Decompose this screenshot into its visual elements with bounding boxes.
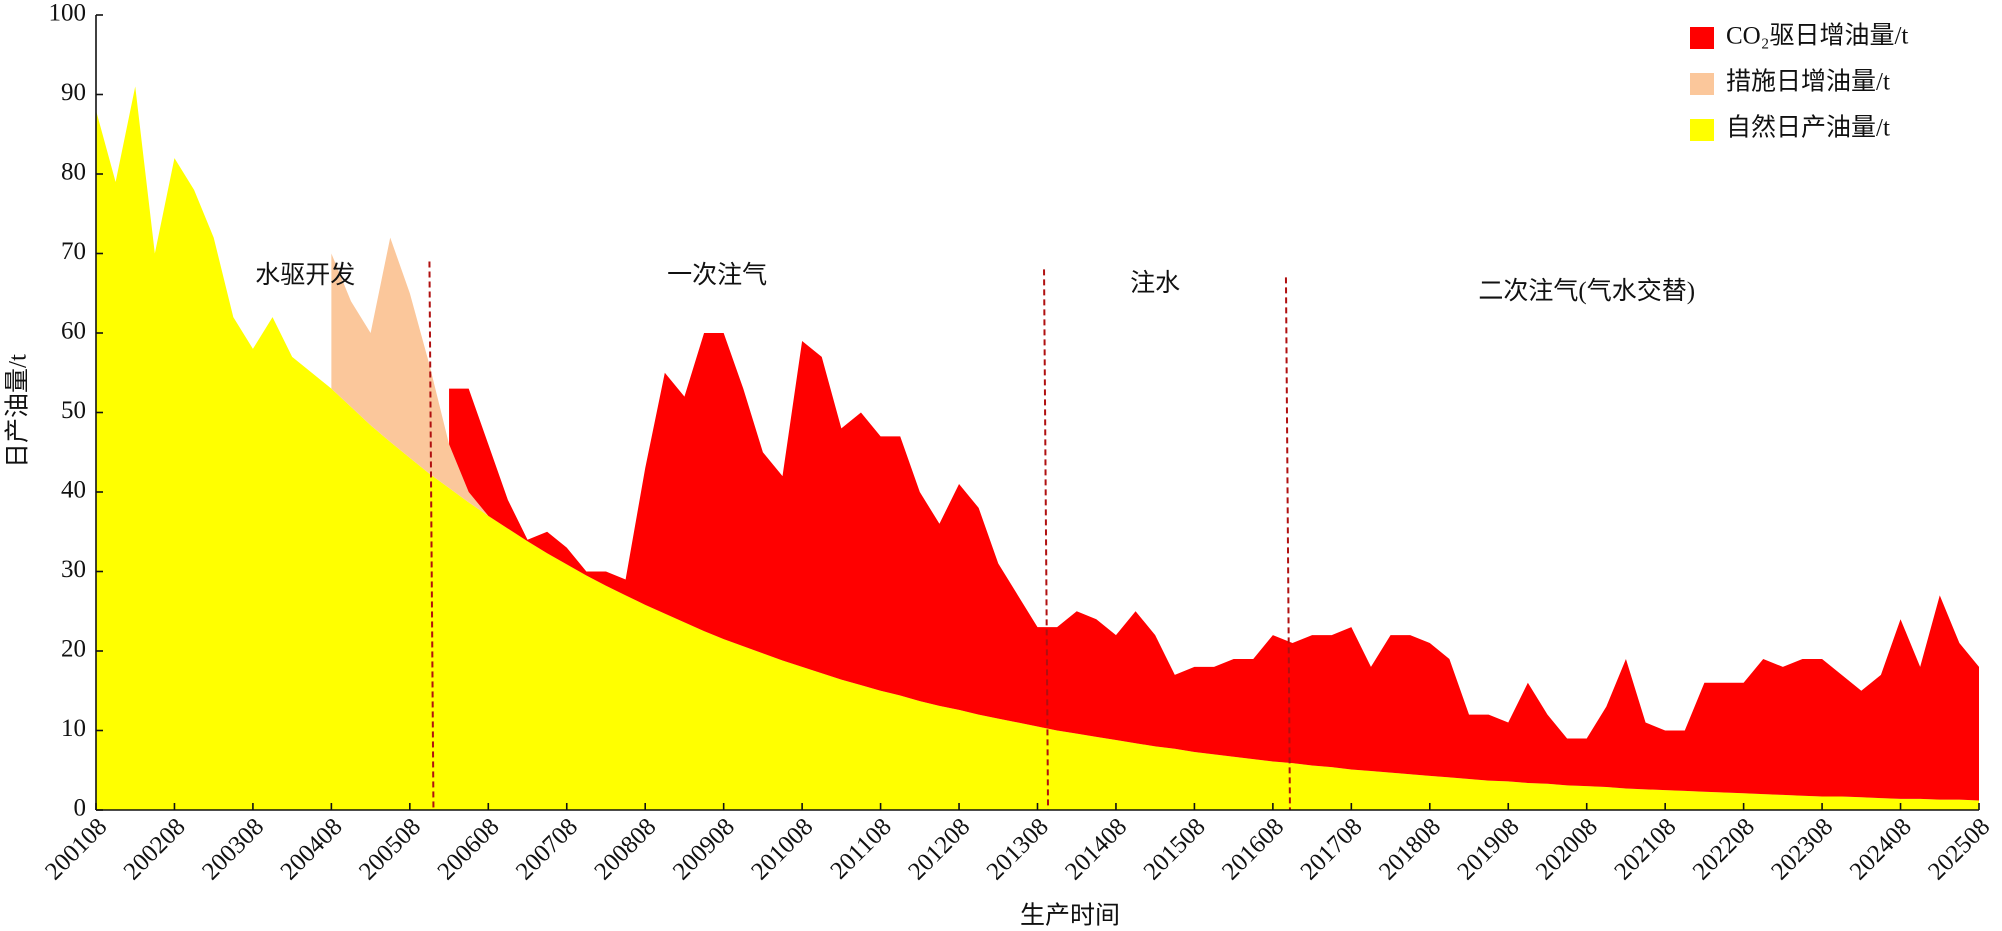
y-tick-label: 10 bbox=[61, 715, 86, 742]
x-axis-label: 生产时间 bbox=[1020, 902, 1120, 930]
y-tick-label: 0 bbox=[74, 795, 87, 822]
phase-divider bbox=[428, 261, 435, 811]
x-tick-label: 200308 bbox=[197, 813, 269, 885]
x-tick-label: 202108 bbox=[1609, 813, 1681, 885]
x-tick-label: 200508 bbox=[354, 813, 426, 885]
area bbox=[96, 86, 1979, 811]
phase-label: 注水 bbox=[1130, 269, 1180, 297]
x-tick-label: 201208 bbox=[903, 813, 975, 885]
area bbox=[331, 237, 489, 516]
phase-divider bbox=[1043, 269, 1050, 811]
x-tick-label: 200708 bbox=[511, 813, 583, 885]
y-tick-label: 40 bbox=[61, 477, 86, 504]
y-tick-label: 90 bbox=[61, 79, 86, 106]
legend-label: 自然日产油量/t bbox=[1726, 114, 1890, 142]
y-tick-label: 70 bbox=[61, 238, 86, 265]
x-tick-label: 201908 bbox=[1452, 813, 1524, 885]
x-tick-label: 202008 bbox=[1531, 813, 1603, 885]
phase-label: 一次注气 bbox=[667, 261, 767, 289]
y-tick-label: 50 bbox=[61, 397, 86, 424]
x-tick-label: 201108 bbox=[825, 813, 896, 884]
x-tick-label: 201408 bbox=[1060, 813, 1132, 885]
y-tick-label: 60 bbox=[61, 318, 86, 345]
legend-swatch bbox=[1690, 73, 1714, 95]
y-tick-label: 30 bbox=[61, 556, 86, 583]
x-tick-label: 201008 bbox=[746, 813, 818, 885]
y-tick-label: 100 bbox=[49, 0, 87, 27]
x-tick-label: 202208 bbox=[1688, 813, 1760, 885]
x-tick-label: 201508 bbox=[1139, 813, 1211, 885]
y-tick-label: 20 bbox=[61, 636, 86, 663]
y-axis-label: 日产油量/t bbox=[4, 354, 32, 468]
phase-label: 水驱开发 bbox=[255, 261, 355, 289]
x-tick-label: 201608 bbox=[1217, 813, 1289, 885]
x-tick-label: 202508 bbox=[1923, 813, 1995, 885]
legend-swatch bbox=[1690, 119, 1714, 141]
x-tick-label: 202408 bbox=[1845, 813, 1917, 885]
phase-label: 二次注气(气水交替) bbox=[1478, 277, 1695, 305]
x-tick-label: 200608 bbox=[432, 813, 504, 885]
x-tick-label: 200908 bbox=[668, 813, 740, 885]
x-tick-label: 200108 bbox=[40, 813, 112, 885]
x-tick-label: 201808 bbox=[1374, 813, 1446, 885]
area bbox=[449, 333, 1979, 801]
x-tick-label: 200808 bbox=[589, 813, 661, 885]
legend-label: CO₂驱日增油量/t bbox=[1726, 22, 1908, 50]
x-tick-label: 201708 bbox=[1296, 813, 1368, 885]
y-tick-label: 80 bbox=[61, 159, 86, 186]
legend-swatch bbox=[1690, 27, 1714, 49]
x-tick-label: 200208 bbox=[119, 813, 191, 885]
x-tick-label: 200408 bbox=[276, 813, 348, 885]
phase-divider bbox=[1284, 277, 1291, 811]
x-tick-label: 202308 bbox=[1766, 813, 1838, 885]
legend-label: 措施日增油量/t bbox=[1726, 68, 1890, 96]
x-tick-label: 201308 bbox=[982, 813, 1054, 885]
